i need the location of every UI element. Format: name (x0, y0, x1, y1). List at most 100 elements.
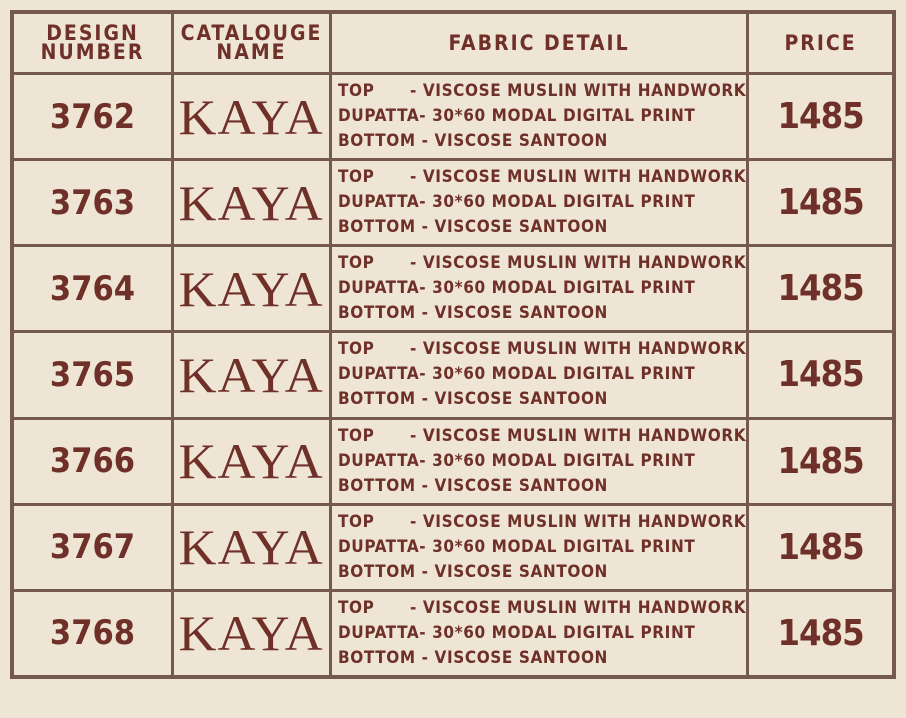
fabric-part-label: TOP (338, 253, 410, 274)
price: 1485 (746, 502, 896, 592)
fabric-part-value: - 30*60 MODAL DIGITAL PRINT (419, 192, 696, 213)
catalogue-name-cell: KAYA (171, 71, 332, 162)
header-design-number: DESIGN NUMBER (10, 10, 174, 75)
fabric-part-label: TOP (338, 425, 410, 446)
fabric-line: BOTTOM - VISCOSE SANTOON (338, 129, 746, 154)
price: 1485 (746, 588, 896, 679)
fabric-line: TOP - VISCOSE MUSLIN WITH HANDWORK (338, 510, 746, 535)
fabric-line: TOP - VISCOSE MUSLIN WITH HANDWORK (338, 596, 746, 621)
kaya-logo: KAYA (178, 433, 325, 490)
table-row: 3764 KAYA TOP - VISCOSE MUSLIN WITH HAND… (10, 244, 896, 334)
catalogue-name-cell: KAYA (171, 416, 332, 506)
fabric-part-value: - 30*60 MODAL DIGITAL PRINT (419, 536, 696, 557)
table-row: 3767 KAYA TOP - VISCOSE MUSLIN WITH HAND… (10, 502, 896, 592)
header-design-line1: DESIGN (46, 21, 139, 45)
design-number: 3768 (10, 588, 174, 679)
header-row: DESIGN NUMBER CATALOUGE NAME FABRIC DETAIL… (10, 10, 896, 75)
kaya-logo: KAYA (178, 346, 325, 403)
fabric-part-label: BOTTOM (338, 561, 422, 582)
fabric-part-value: - VISCOSE MUSLIN WITH HANDWORK (409, 81, 747, 102)
fabric-detail: TOP - VISCOSE MUSLIN WITH HANDWORK DUPATT… (328, 588, 750, 679)
fabric-detail: TOP - VISCOSE MUSLIN WITH HANDWORK DUPATT… (328, 244, 750, 334)
design-number: 3763 (10, 158, 174, 248)
fabric-part-label: TOP (338, 339, 410, 360)
fabric-part-label: TOP (338, 597, 410, 618)
price: 1485 (746, 71, 896, 162)
fabric-part-value: - 30*60 MODAL DIGITAL PRINT (419, 450, 696, 471)
fabric-detail: TOP - VISCOSE MUSLIN WITH HANDWORK DUPATT… (328, 416, 750, 506)
fabric-detail: TOP - VISCOSE MUSLIN WITH HANDWORK DUPATT… (328, 158, 750, 248)
fabric-line: DUPATTA - 30*60 MODAL DIGITAL PRINT (338, 621, 746, 646)
fabric-part-value: - VISCOSE SANTOON (421, 475, 608, 496)
fabric-part-value: - 30*60 MODAL DIGITAL PRINT (419, 278, 696, 299)
fabric-part-value: - 30*60 MODAL DIGITAL PRINT (419, 106, 696, 127)
fabric-part-label: DUPATTA (338, 192, 420, 213)
fabric-line: DUPATTA - 30*60 MODAL DIGITAL PRINT (338, 190, 746, 215)
fabric-part-label: BOTTOM (338, 303, 422, 324)
fabric-part-value: - VISCOSE SANTOON (421, 647, 608, 668)
design-number: 3766 (10, 416, 174, 506)
catalogue-table: DESIGN NUMBER CATALOUGE NAME FABRIC DETAIL… (10, 10, 896, 679)
fabric-part-value: - VISCOSE SANTOON (421, 131, 608, 152)
table-row: 3768 KAYA TOP - VISCOSE MUSLIN WITH HAND… (10, 588, 896, 679)
fabric-line: BOTTOM - VISCOSE SANTOON (338, 560, 746, 585)
fabric-line: BOTTOM - VISCOSE SANTOON (338, 474, 746, 499)
table-row: 3766 KAYA TOP - VISCOSE MUSLIN WITH HAND… (10, 416, 896, 506)
fabric-line: BOTTOM - VISCOSE SANTOON (338, 301, 746, 326)
fabric-part-value: - VISCOSE SANTOON (421, 303, 608, 324)
header-catalogue-name: CATALOUGE NAME (171, 10, 332, 75)
fabric-part-value: - VISCOSE MUSLIN WITH HANDWORK (409, 339, 747, 360)
fabric-part-value: - VISCOSE SANTOON (421, 561, 608, 582)
fabric-part-label: DUPATTA (338, 536, 420, 557)
fabric-part-value: - VISCOSE MUSLIN WITH HANDWORK (409, 511, 747, 532)
fabric-line: TOP - VISCOSE MUSLIN WITH HANDWORK (338, 337, 746, 362)
header-design-line2: NUMBER (40, 40, 145, 64)
header-catalogue-line1: CATALOUGE (180, 21, 323, 45)
catalogue-name-cell: KAYA (171, 244, 332, 334)
fabric-part-label: DUPATTA (338, 278, 420, 299)
design-number: 3764 (10, 244, 174, 334)
fabric-line: TOP - VISCOSE MUSLIN WITH HANDWORK (338, 424, 746, 449)
fabric-line: BOTTOM - VISCOSE SANTOON (338, 646, 746, 671)
design-number: 3767 (10, 502, 174, 592)
fabric-part-value: - VISCOSE MUSLIN WITH HANDWORK (409, 425, 747, 446)
fabric-part-label: DUPATTA (338, 450, 420, 471)
fabric-line: DUPATTA - 30*60 MODAL DIGITAL PRINT (338, 449, 746, 474)
fabric-part-value: - 30*60 MODAL DIGITAL PRINT (419, 622, 696, 643)
fabric-part-label: BOTTOM (338, 217, 422, 238)
table-row: 3765 KAYA TOP - VISCOSE MUSLIN WITH HAND… (10, 330, 896, 420)
fabric-line: DUPATTA - 30*60 MODAL DIGITAL PRINT (338, 276, 746, 301)
kaya-logo: KAYA (178, 605, 325, 662)
fabric-detail: TOP - VISCOSE MUSLIN WITH HANDWORK DUPATT… (328, 71, 750, 162)
price: 1485 (746, 244, 896, 334)
kaya-logo: KAYA (178, 174, 325, 231)
kaya-logo: KAYA (178, 88, 325, 145)
fabric-part-value: - VISCOSE MUSLIN WITH HANDWORK (409, 597, 747, 618)
catalogue-name-cell: KAYA (171, 502, 332, 592)
fabric-line: BOTTOM - VISCOSE SANTOON (338, 215, 746, 240)
fabric-part-label: DUPATTA (338, 106, 420, 127)
header-price: PRICE (746, 10, 896, 75)
design-number: 3762 (10, 71, 174, 162)
fabric-line: DUPATTA - 30*60 MODAL DIGITAL PRINT (338, 362, 746, 387)
fabric-line: BOTTOM - VISCOSE SANTOON (338, 387, 746, 412)
fabric-part-value: - VISCOSE MUSLIN WITH HANDWORK (409, 253, 747, 274)
fabric-part-value: - 30*60 MODAL DIGITAL PRINT (419, 364, 696, 385)
kaya-logo: KAYA (178, 260, 325, 317)
design-number: 3765 (10, 330, 174, 420)
fabric-part-label: BOTTOM (338, 475, 422, 496)
table-row: 3762 KAYA TOP - VISCOSE MUSLIN WITH HAND… (10, 71, 896, 162)
fabric-part-label: BOTTOM (338, 131, 422, 152)
fabric-line: TOP - VISCOSE MUSLIN WITH HANDWORK (338, 79, 746, 104)
catalogue-name-cell: KAYA (171, 158, 332, 248)
header-fabric-detail: FABRIC DETAIL (328, 10, 750, 75)
fabric-part-value: - VISCOSE SANTOON (421, 389, 608, 410)
fabric-part-label: TOP (338, 167, 410, 188)
catalogue-name-cell: KAYA (171, 330, 332, 420)
fabric-detail: TOP - VISCOSE MUSLIN WITH HANDWORK DUPATT… (328, 330, 750, 420)
fabric-line: TOP - VISCOSE MUSLIN WITH HANDWORK (338, 165, 746, 190)
fabric-part-label: DUPATTA (338, 622, 420, 643)
fabric-detail: TOP - VISCOSE MUSLIN WITH HANDWORK DUPATT… (328, 502, 750, 592)
fabric-line: DUPATTA - 30*60 MODAL DIGITAL PRINT (338, 535, 746, 560)
kaya-logo: KAYA (178, 519, 325, 576)
